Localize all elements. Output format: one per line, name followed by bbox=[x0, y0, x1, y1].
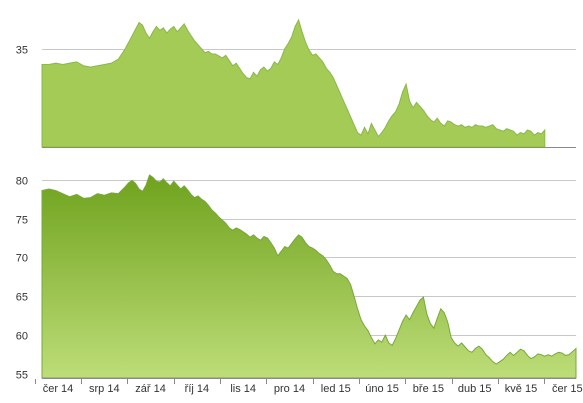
bottom-panel: 80 75 70 65 60 55 bbox=[16, 174, 577, 382]
top-area-series bbox=[41, 18, 546, 148]
bottom-y-tick-label-2: 70 bbox=[16, 253, 28, 265]
x-tick-label-5: pro 14 bbox=[274, 383, 305, 395]
x-axis: čer 14 srp 14 zář 14 říj 14 lis 14 pro 14 led … bbox=[35, 379, 583, 395]
bottom-y-tick-label-3: 65 bbox=[16, 292, 28, 304]
bottom-y-tick-label-4: 60 bbox=[16, 331, 28, 343]
x-tick-label-0: čer 14 bbox=[43, 383, 74, 395]
x-tick-label-9: dub 15 bbox=[458, 383, 492, 395]
x-tick-label-6: led 15 bbox=[321, 383, 351, 395]
x-tick-label-10: kvě 15 bbox=[505, 383, 537, 395]
bottom-area-series bbox=[41, 174, 577, 379]
top-y-tick-label-0: 35 bbox=[16, 45, 28, 57]
bottom-y-tick-label-0: 80 bbox=[16, 176, 28, 188]
top-panel: 35 bbox=[16, 18, 576, 148]
x-tick-label-7: úno 15 bbox=[365, 383, 399, 395]
x-tick-label-11: čer 15 bbox=[552, 383, 583, 395]
x-tick-label-3: říj 14 bbox=[185, 383, 209, 395]
x-tick-label-4: lis 14 bbox=[230, 383, 256, 395]
bottom-y-tick-label-5: 55 bbox=[16, 370, 28, 382]
x-tick-label-1: srp 14 bbox=[89, 383, 120, 395]
x-tick-label-8: bře 15 bbox=[413, 383, 444, 395]
x-tick-label-2: zář 14 bbox=[135, 383, 166, 395]
bottom-y-tick-label-1: 75 bbox=[16, 215, 28, 227]
